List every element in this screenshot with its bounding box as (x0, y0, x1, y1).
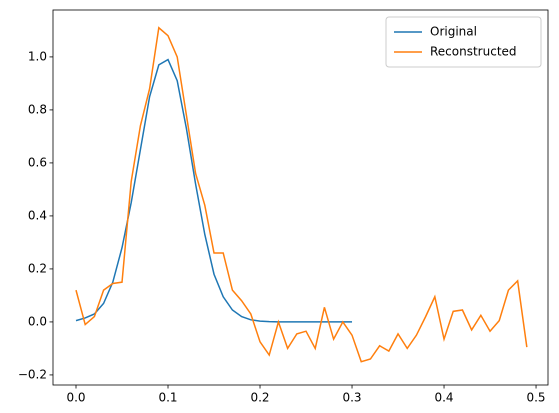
plot-frame (52, 9, 549, 386)
y-tick-label: 0.6 (28, 155, 47, 169)
y-tick-label: 0.0 (28, 314, 47, 328)
y-tick-label: −0.2 (18, 367, 47, 381)
x-tick-label: 0.3 (342, 391, 361, 405)
legend-box (385, 16, 542, 68)
x-tick-label: 0.0 (66, 391, 85, 405)
data-line (75, 26, 528, 363)
y-tick-label: 0.4 (28, 208, 47, 222)
legend: Original Reconstructed (385, 16, 542, 68)
x-tick-label: 0.5 (526, 391, 545, 405)
x-tick-label: 0.1 (158, 391, 177, 405)
x-tick-label: 0.4 (434, 391, 453, 405)
y-tick-label: 1.0 (28, 49, 47, 63)
y-tick-label: 0.8 (28, 102, 47, 116)
y-tick-label: 0.2 (28, 261, 47, 275)
x-tick-label: 0.2 (250, 391, 269, 405)
legend-label: Reconstructed (430, 45, 517, 59)
legend-label: Original (430, 25, 477, 39)
data-line (75, 58, 353, 323)
